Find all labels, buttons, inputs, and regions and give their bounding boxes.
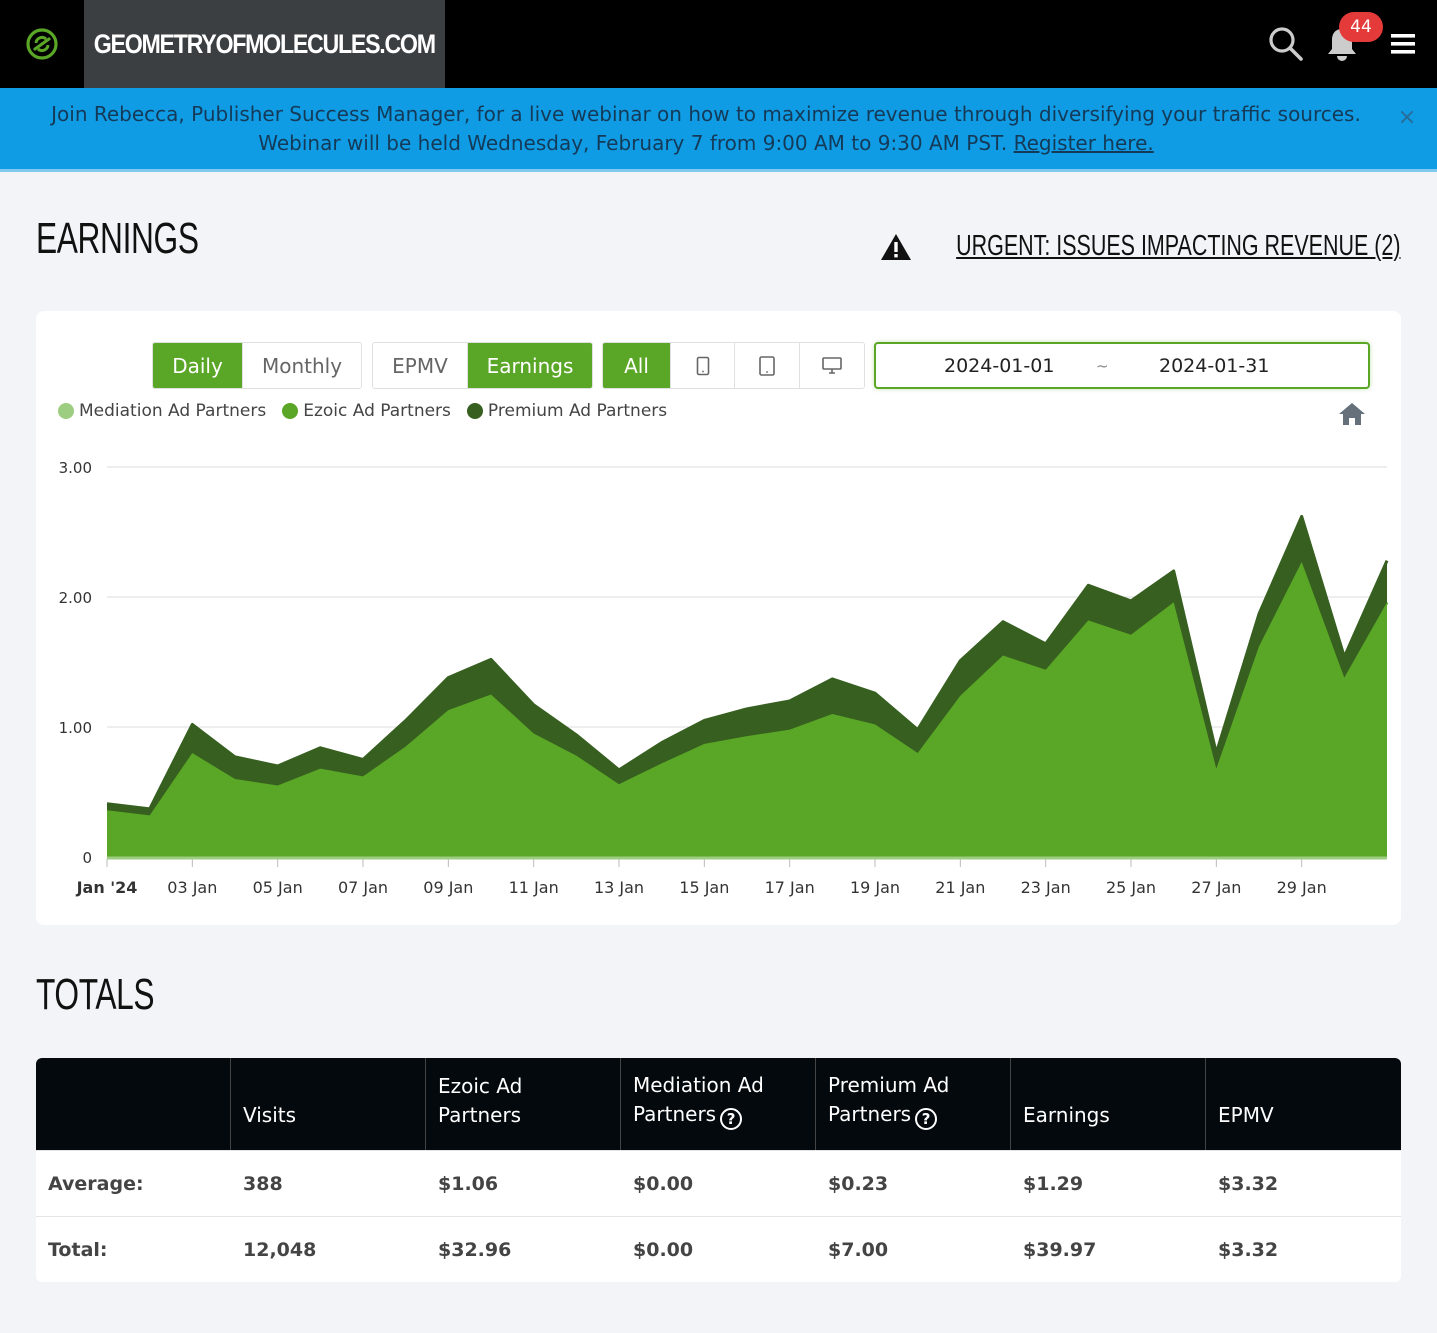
y-tick-label: 3.00 xyxy=(59,459,92,477)
table-cell: Average: xyxy=(48,1172,144,1195)
legend-item-ezoic[interactable]: Ezoic Ad Partners xyxy=(282,401,451,421)
home-icon[interactable] xyxy=(1338,401,1366,427)
earnings-chart-card: Daily Monthly EPMV Earnings All 2024-01-… xyxy=(36,311,1401,925)
legend-label: Ezoic Ad Partners xyxy=(303,401,451,421)
menu-button[interactable] xyxy=(1383,22,1423,66)
urgent-issues-text: URGENT: ISSUES IMPACTING REVENUE (2) xyxy=(955,230,1400,262)
table-cell: Total: xyxy=(48,1238,108,1261)
end-date[interactable]: 2024-01-31 xyxy=(1159,354,1270,377)
close-icon: × xyxy=(1397,104,1417,130)
table-cell: 388 xyxy=(243,1172,283,1195)
metric-toggle: EPMV Earnings xyxy=(372,342,593,389)
x-tick-label: 29 Jan xyxy=(1277,878,1327,897)
legend-item-mediation[interactable]: Mediation Ad Partners xyxy=(58,401,266,421)
table-row: Total: 12,048 $32.96 $0.00 $7.00 $39.97 … xyxy=(36,1216,1401,1282)
warning-icon xyxy=(880,233,911,260)
y-tick-label: 2.00 xyxy=(59,589,92,607)
x-tick-label: Jan '24 xyxy=(76,878,138,897)
legend-item-premium[interactable]: Premium Ad Partners xyxy=(466,401,668,421)
chart-legend: Mediation Ad Partners Ezoic Ad Partners … xyxy=(58,401,667,421)
totals-table: Visits Ezoic Ad Partners Mediation Ad Pa… xyxy=(36,1058,1401,1282)
table-cell: $32.96 xyxy=(438,1238,512,1261)
table-header-cell xyxy=(36,1058,231,1150)
legend-dot xyxy=(58,403,74,419)
mobile-icon xyxy=(696,356,709,375)
device-toggle: All xyxy=(602,342,865,389)
legend-label: Premium Ad Partners xyxy=(487,401,668,421)
site-name: GEOMETRYOFMOLECULES.COM xyxy=(94,28,436,59)
table-cell: $0.23 xyxy=(828,1172,889,1195)
legend-dot xyxy=(282,403,299,419)
x-tick-label: 17 Jan xyxy=(765,878,815,897)
start-date[interactable]: 2024-01-01 xyxy=(944,354,1055,377)
totals-title: TOTALS xyxy=(36,970,155,1019)
x-tick-label: 21 Jan xyxy=(935,878,985,897)
top-bar: GEOMETRYOFMOLECULES.COM 44 xyxy=(0,0,1437,88)
y-tick-label: 0 xyxy=(82,849,92,867)
table-cell: 12,048 xyxy=(243,1238,317,1261)
x-tick-label: 23 Jan xyxy=(1021,878,1071,897)
date-range-picker[interactable]: 2024-01-01 ~ 2024-01-31 xyxy=(874,342,1370,389)
x-tick-label: 05 Jan xyxy=(253,878,303,897)
desktop-icon xyxy=(822,356,842,374)
register-link[interactable]: Register here. xyxy=(1013,131,1154,155)
table-cell: $3.32 xyxy=(1218,1172,1279,1195)
help-icon[interactable]: ? xyxy=(720,1108,743,1130)
series-line-premium xyxy=(106,514,1389,811)
notification-badge: 44 xyxy=(1339,12,1383,42)
table-cell: $0.00 xyxy=(633,1238,694,1261)
date-separator: ~ xyxy=(1096,356,1109,375)
table-header-cell: Earnings xyxy=(1011,1058,1206,1150)
y-tick-label: 1.00 xyxy=(59,719,92,737)
mobile-button[interactable] xyxy=(671,343,735,388)
x-tick-label: 19 Jan xyxy=(850,878,900,897)
urgent-issues-link[interactable]: URGENT: ISSUES IMPACTING REVENUE (2) xyxy=(880,230,1400,263)
table-cell: $7.00 xyxy=(828,1238,889,1261)
daily-button[interactable]: Daily xyxy=(153,343,243,388)
area-ezoic xyxy=(107,561,1387,857)
earnings-area-chart: 0 1.00 2.00 3.00 Jan '24 03 Jan 05 Jan 07 Jan 09… xyxy=(59,459,1389,897)
monthly-button[interactable]: Monthly xyxy=(243,343,361,388)
x-tick-label: 25 Jan xyxy=(1106,878,1156,897)
table-cell: $0.00 xyxy=(633,1172,694,1195)
table-header-cell: Mediation Ad Partners? xyxy=(621,1058,816,1150)
legend-dot xyxy=(466,403,483,419)
table-header-cell: Premium Ad Partners? xyxy=(816,1058,1011,1150)
table-cell: $1.29 xyxy=(1023,1172,1084,1195)
logo[interactable] xyxy=(0,0,84,88)
desktop-button[interactable] xyxy=(800,343,864,388)
x-tick-label: 09 Jan xyxy=(423,878,473,897)
help-icon[interactable]: ? xyxy=(915,1108,938,1130)
banner-close-button[interactable]: × xyxy=(1394,104,1420,130)
epmv-button[interactable]: EPMV xyxy=(373,343,468,388)
period-toggle: Daily Monthly xyxy=(152,342,362,389)
search-button[interactable] xyxy=(1266,22,1306,66)
x-tick-label: 03 Jan xyxy=(167,878,217,897)
table-cell: $39.97 xyxy=(1023,1238,1097,1261)
table-header-cell: Visits xyxy=(231,1058,426,1150)
menu-icon xyxy=(1391,34,1415,54)
legend-label: Mediation Ad Partners xyxy=(79,401,267,421)
earnings-button[interactable]: Earnings xyxy=(468,343,592,388)
tablet-icon xyxy=(759,355,775,376)
earnings-title: EARNINGS xyxy=(36,214,199,263)
site-selector[interactable]: GEOMETRYOFMOLECULES.COM xyxy=(84,0,445,88)
ezoic-logo-icon xyxy=(26,28,58,60)
search-icon xyxy=(1269,27,1303,61)
webinar-banner: Join Rebecca, Publisher Success Manager,… xyxy=(0,88,1437,172)
table-header-cell: Ezoic Ad Partners xyxy=(426,1058,621,1150)
table-cell: $3.32 xyxy=(1218,1238,1279,1261)
table-header: Visits Ezoic Ad Partners Mediation Ad Pa… xyxy=(36,1058,1401,1150)
x-tick-label: 07 Jan xyxy=(338,878,388,897)
table-header-cell: EPMV xyxy=(1218,1103,1274,1127)
x-tick-label: 13 Jan xyxy=(594,878,644,897)
tablet-button[interactable] xyxy=(735,343,800,388)
banner-text: Join Rebecca, Publisher Success Manager,… xyxy=(51,102,1361,155)
all-devices-button[interactable]: All xyxy=(603,343,671,388)
table-row: Average: 388 $1.06 $0.00 $0.23 $1.29 $3.… xyxy=(36,1150,1401,1216)
x-tick-label: 27 Jan xyxy=(1191,878,1241,897)
x-tick-label: 11 Jan xyxy=(509,878,559,897)
x-tick-label: 15 Jan xyxy=(679,878,729,897)
table-cell: $1.06 xyxy=(438,1172,499,1195)
